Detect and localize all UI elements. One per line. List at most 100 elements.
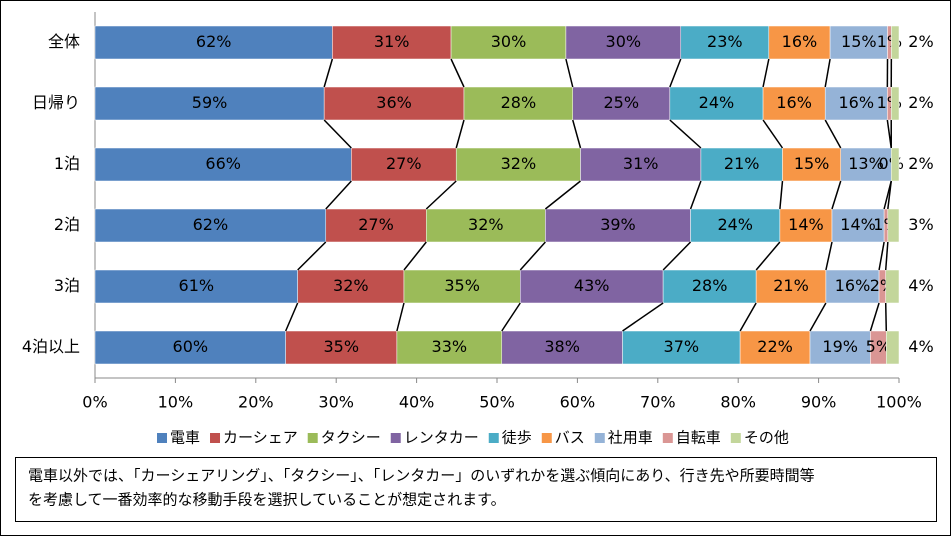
x-tick-label: 70% (640, 393, 676, 412)
series-line (689, 180, 702, 210)
data-label: 27% (358, 215, 394, 234)
series-line (669, 58, 682, 88)
data-label: 28% (501, 93, 537, 112)
data-label: 43% (574, 276, 610, 295)
legend-swatch (307, 433, 318, 443)
data-label: 37% (664, 337, 700, 356)
legend-swatch (488, 433, 499, 443)
bar-segment (755, 269, 827, 304)
bar-segment (403, 269, 521, 304)
data-label: 3% (908, 215, 933, 234)
data-label: 31% (374, 32, 410, 51)
legend-label: 徒歩 (502, 429, 532, 447)
data-label: 32% (501, 154, 537, 173)
x-tick-label: 30% (318, 393, 354, 412)
data-label: 60% (173, 337, 209, 356)
data-label: 23% (707, 32, 743, 51)
bar-segment (885, 269, 900, 304)
data-label: 5% (866, 337, 891, 356)
bar-segment (94, 208, 327, 243)
bar-segment (565, 25, 682, 60)
data-label: 36% (376, 93, 412, 112)
data-label: 16% (776, 93, 812, 112)
series-line (878, 241, 885, 271)
series-line (565, 58, 574, 88)
data-label: 35% (444, 276, 480, 295)
bar-segment (450, 25, 567, 60)
series-line (501, 302, 521, 332)
data-label: 14% (840, 215, 876, 234)
bar-segment (887, 208, 900, 243)
data-label: 32% (333, 276, 369, 295)
bar-segment (297, 269, 405, 304)
legend-label: 電車 (170, 429, 200, 447)
bar-segment (94, 25, 333, 60)
data-label: 28% (692, 276, 728, 295)
y-tick-label: 4泊以上 (22, 337, 80, 356)
x-tick-label: 40% (399, 393, 435, 412)
bar-segment (782, 147, 841, 182)
series-line (825, 241, 833, 271)
legend-label: バス (555, 429, 585, 447)
series-line (884, 241, 889, 271)
data-label: 61% (179, 276, 215, 295)
series-line (323, 58, 334, 88)
data-label: 24% (699, 93, 735, 112)
bar-segment (501, 330, 623, 365)
data-label: 4% (908, 276, 933, 295)
bar-segment (891, 25, 900, 60)
series-line (455, 119, 465, 149)
data-label: 66% (205, 154, 241, 173)
data-label: 30% (491, 32, 527, 51)
series-line (325, 180, 352, 210)
bar-segment (325, 208, 427, 243)
series-line (869, 302, 880, 332)
bar-segment (680, 25, 770, 60)
y-tick-label: 2泊 (54, 215, 80, 234)
data-label: 39% (600, 215, 636, 234)
x-tick-label: 20% (238, 393, 274, 412)
data-label: 31% (623, 154, 659, 173)
series-line (450, 58, 465, 88)
y-tick-label: 1泊 (54, 154, 80, 173)
bar-segment (332, 25, 452, 60)
x-tick-label: 0% (82, 393, 107, 412)
series-line (824, 119, 842, 149)
legend-label: 自転車 (676, 429, 721, 447)
legend-swatch (594, 433, 605, 443)
bar-segment (323, 86, 465, 121)
bar-segment (824, 86, 888, 121)
bar-segment (94, 147, 352, 182)
series-line (887, 180, 892, 210)
x-tick-label: 50% (479, 393, 515, 412)
bar-segment (545, 208, 691, 243)
bar-segment (669, 86, 764, 121)
bar-segment (886, 330, 900, 365)
legend-swatch (730, 433, 741, 443)
series-line (572, 119, 582, 149)
legend-swatch (210, 433, 221, 443)
bar-segment (739, 330, 811, 365)
bar-segment (426, 208, 546, 243)
series-line (662, 241, 692, 271)
series-line (519, 241, 546, 271)
legend-swatch (157, 433, 167, 443)
data-label: 33% (432, 337, 468, 356)
bar-segment (572, 86, 671, 121)
series-line (284, 302, 299, 332)
data-label: 2% (908, 154, 933, 173)
series-line (762, 58, 770, 88)
data-label: 21% (773, 276, 809, 295)
bar-segment (455, 147, 581, 182)
series-line (669, 119, 702, 149)
legend-label: レンタカー (404, 429, 479, 447)
y-tick-label: 日帰り (32, 93, 80, 112)
series-line (884, 302, 888, 332)
legend-label: カーシェア (223, 429, 298, 447)
data-label: 21% (724, 154, 760, 173)
legend-label: 社用車 (608, 429, 653, 447)
bar-segment (890, 147, 900, 182)
x-tick-label: 100% (876, 393, 922, 412)
bar-segment (890, 86, 900, 121)
bar-segment (94, 330, 286, 365)
